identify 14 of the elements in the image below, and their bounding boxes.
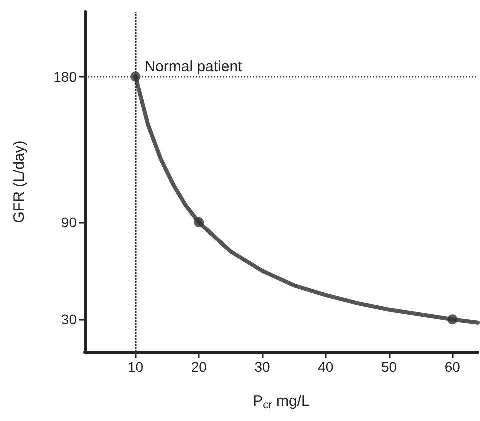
annotation: Normal patient: [144, 58, 244, 76]
point: [448, 314, 458, 325]
y-axis-title: GFR (L/day): [11, 140, 28, 224]
y-tick-label: 180: [54, 68, 78, 85]
y-tick-label: 90: [61, 214, 78, 230]
y-tick-label: 30: [61, 312, 78, 328]
x-tick-label: 30: [254, 359, 270, 375]
x-tick-label: 20: [191, 359, 208, 375]
point: [130, 72, 141, 82]
x-tick-label: 50: [381, 359, 398, 375]
x-tick-label: 60: [444, 359, 461, 375]
x-tick-label: 40: [318, 359, 334, 375]
point: [194, 217, 204, 228]
x-tick-label: 10: [128, 359, 144, 375]
